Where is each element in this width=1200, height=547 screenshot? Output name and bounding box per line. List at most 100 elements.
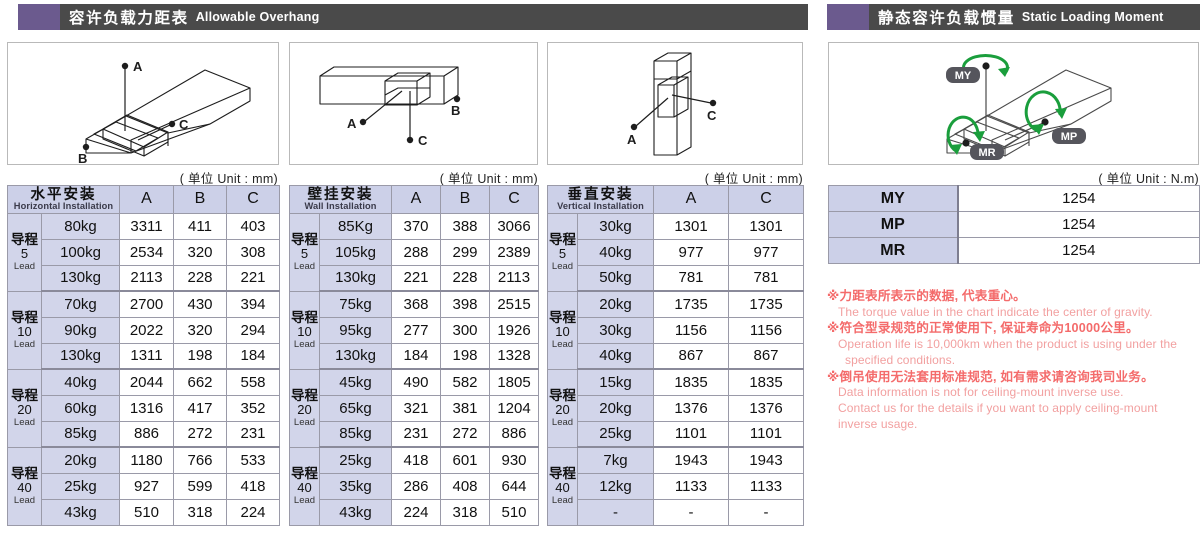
svg-text:MY: MY	[955, 70, 972, 82]
table-row: 90kg 2022 320 294	[8, 316, 280, 344]
value-c: 886	[489, 420, 539, 449]
point-marker-a	[121, 62, 129, 70]
point-marker-b	[453, 95, 461, 103]
value-c: 3066	[489, 212, 539, 240]
value-c: 418	[226, 472, 280, 500]
table-row: 85kg 886 272 231	[8, 420, 280, 449]
load-cell: 75kg	[319, 290, 392, 318]
note-body-1-line-1: The torque value in the chart indicate t…	[838, 304, 1153, 319]
unit-label-horizontal: ( 单位 Unit : mm)	[179, 172, 278, 186]
moment-label-my: MY	[828, 185, 959, 212]
value-c: 1735	[728, 290, 804, 318]
load-cell: 30kg	[577, 212, 654, 240]
load-cell: 130kg	[319, 342, 392, 371]
table-row: 130kg 2113 228 221	[8, 264, 280, 293]
value-c: 977	[728, 238, 804, 266]
table-row: 60kg 1316 417 352	[8, 394, 280, 422]
svg-text:MR: MR	[978, 147, 995, 159]
table-row: - - -	[548, 498, 804, 526]
svg-text:MP: MP	[1061, 131, 1078, 143]
value-a: 2700	[119, 290, 174, 318]
column-header-c: C	[489, 185, 539, 214]
column-header-a: A	[391, 185, 441, 214]
load-cell: 45kg	[319, 368, 392, 396]
value-b: 766	[173, 446, 227, 474]
value-b: 662	[173, 368, 227, 396]
installation-title-en: Vertical Installation	[557, 201, 644, 212]
load-cell: 40kg	[577, 238, 654, 266]
diagram-static-loading-moment: MY MP MR	[828, 42, 1199, 165]
table-row: 40kg 977 977	[548, 238, 804, 266]
table-row: 12kg 1133 1133	[548, 472, 804, 500]
table-row: 40kg 867 867	[548, 342, 804, 371]
table-row: 导程 20 Lead 15kg 1835 1835	[547, 368, 804, 448]
value-a: 1301	[653, 212, 729, 240]
table-row: 130kg 184 198 1328	[290, 342, 539, 371]
rotation-arrow-my	[962, 53, 1009, 75]
table-row: 65kg 321 381 1204	[290, 394, 539, 422]
load-cell: -	[577, 498, 654, 526]
value-b: 601	[440, 446, 490, 474]
installation-title-cn: 水平安装	[30, 187, 97, 203]
note-heading-3: ※倒吊使用无法套用标准规范, 如有需求请咨询我司业务。	[827, 369, 1154, 384]
value-c: 1328	[489, 342, 539, 371]
value-b: 228	[173, 264, 227, 293]
column-header-b: B	[173, 185, 227, 214]
column-header-a: A	[653, 185, 729, 214]
table-row: 20kg 1376 1376	[548, 394, 804, 422]
value-b: 198	[173, 342, 227, 371]
lead-group-cell: 导程 5 Lead	[547, 212, 578, 292]
value-b: 599	[173, 472, 227, 500]
value-c: 403	[226, 212, 280, 240]
value-c: 781	[728, 264, 804, 293]
value-c: 221	[226, 264, 280, 293]
value-a: 977	[653, 238, 729, 266]
load-cell: 130kg	[319, 264, 392, 293]
rotation-arrow-mp	[1024, 90, 1062, 133]
note-body-2-line-1: Operation life is 10,000km when the prod…	[838, 337, 1178, 352]
value-a: 231	[391, 420, 441, 449]
value-a: 184	[391, 342, 441, 371]
value-a: 1133	[653, 472, 729, 500]
value-a: 1180	[119, 446, 174, 474]
table-row: 导程 10 Lead 70kg 2700 430 394	[7, 290, 280, 370]
point-marker-b	[82, 143, 90, 151]
value-c: 1376	[728, 394, 804, 422]
moment-label-mr: MR	[828, 237, 959, 264]
table-row: MR 1254	[828, 237, 1200, 264]
value-a: 510	[119, 498, 174, 526]
value-c: 1156	[728, 316, 804, 344]
load-cell: 70kg	[41, 290, 120, 318]
value-a: 927	[119, 472, 174, 500]
value-b: 430	[173, 290, 227, 318]
value-b: 411	[173, 212, 227, 240]
diagram-label-c: C	[707, 108, 717, 123]
notes-section: ※力距表所表示的数据, 代表重心。 The torque value in th…	[827, 288, 1200, 433]
moment-value-mr: 1254	[957, 237, 1200, 264]
value-b: 198	[440, 342, 490, 371]
rotation-arrow-mr	[946, 115, 980, 153]
value-c: 1204	[489, 394, 539, 422]
load-cell: 100kg	[41, 238, 120, 266]
table-row: 导程 20 Lead 45kg 490 582 1805	[289, 368, 539, 448]
point-marker-my	[982, 62, 990, 70]
value-c: -	[728, 498, 804, 526]
section-header-allowable-overhang: 容许负载力距表 Allowable Overhang	[18, 4, 808, 30]
table-header-installation: 垂直安装 Vertical Installation	[547, 185, 654, 214]
value-c: 644	[489, 472, 539, 500]
value-b: 272	[440, 420, 490, 449]
lead-group-cell: 导程 5 Lead	[7, 212, 42, 292]
value-c: 1805	[489, 368, 539, 396]
lead-group-cell: 导程 20 Lead	[7, 368, 42, 448]
table-row: 35kg 286 408 644	[290, 472, 539, 500]
load-cell: 25kg	[319, 446, 392, 474]
unit-label-wall: ( 单位 Unit : mm)	[439, 172, 538, 186]
value-c: 308	[226, 238, 280, 266]
table-row: 130kg 1311 198 184	[8, 342, 280, 371]
table-row: 导程 5 Lead 85Kg 370 388 3066	[289, 212, 539, 292]
value-b: 299	[440, 238, 490, 266]
load-cell: 43kg	[319, 498, 392, 526]
section-title-cn: 静态容许负载惯量	[878, 10, 1015, 27]
value-c: 394	[226, 290, 280, 318]
